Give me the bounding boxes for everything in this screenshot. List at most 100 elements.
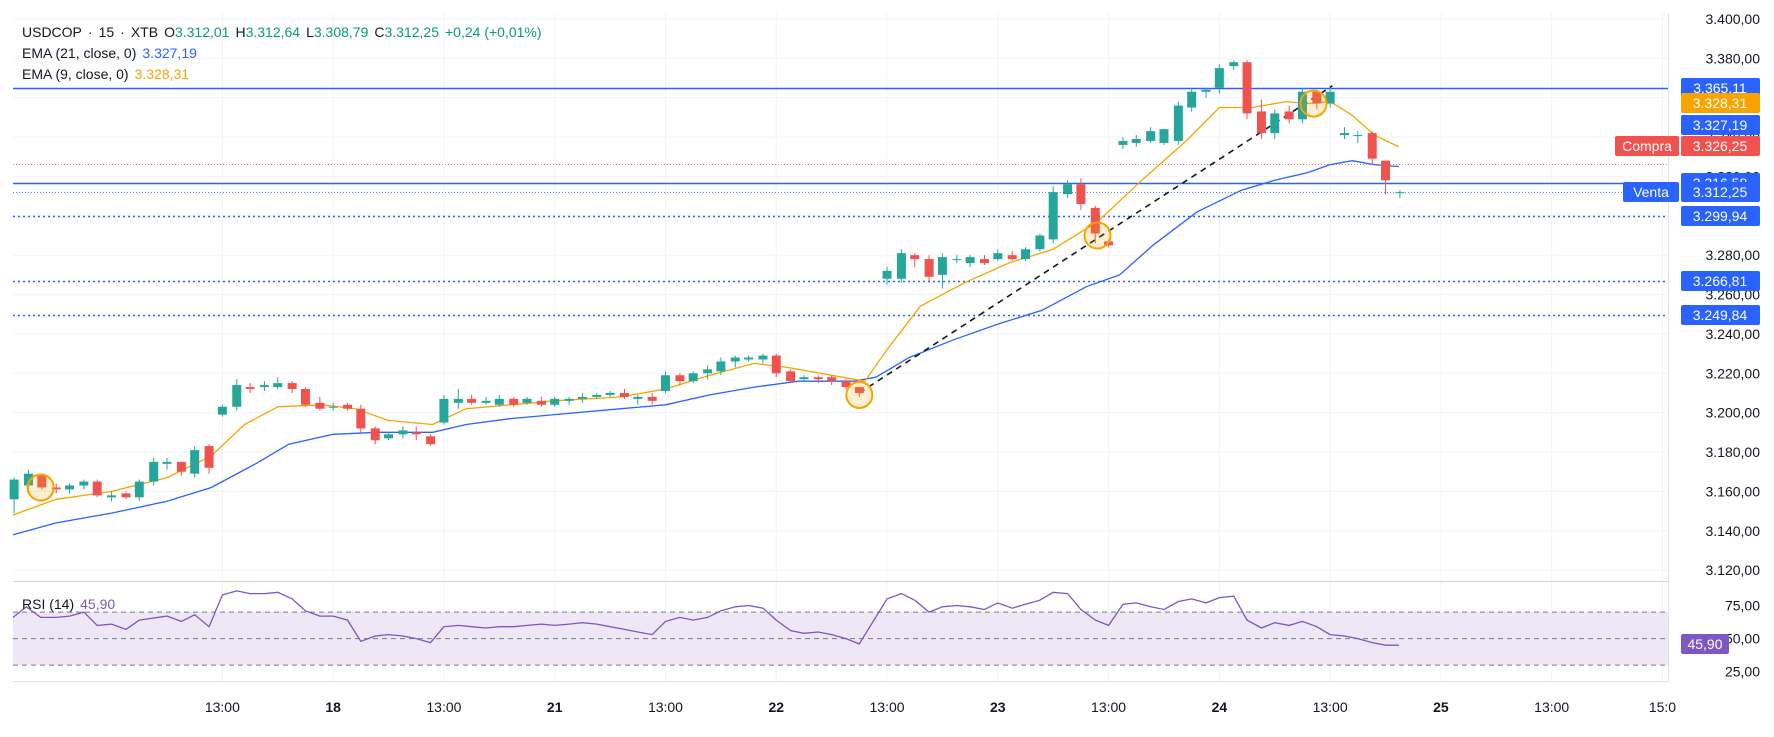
ema21-price-tag-box bbox=[1681, 115, 1760, 135]
candle-down bbox=[92, 479, 102, 498]
candle-up bbox=[1131, 135, 1141, 147]
candle-body bbox=[1131, 139, 1141, 143]
candle-body bbox=[343, 404, 353, 409]
candle-up bbox=[1297, 87, 1307, 124]
candle-body bbox=[1242, 62, 1252, 114]
rsi-value: 45,90 bbox=[80, 596, 116, 612]
candle-body bbox=[1063, 184, 1073, 195]
candle-down bbox=[315, 396, 325, 411]
ema21-line bbox=[12, 160, 1399, 536]
caption-box bbox=[1623, 182, 1679, 202]
candle-down bbox=[121, 491, 131, 500]
candle-down bbox=[536, 396, 546, 407]
candle-up bbox=[494, 394, 504, 407]
candle-down bbox=[1007, 251, 1017, 262]
candle-up bbox=[149, 457, 159, 486]
legend-high-value: 3.312,64 bbox=[245, 24, 301, 40]
rsi-tick-label: 25,00 bbox=[1725, 664, 1760, 680]
candle-body bbox=[356, 408, 366, 429]
candle-body bbox=[273, 383, 283, 388]
legend-interval[interactable]: 15 bbox=[98, 24, 115, 40]
candle-up bbox=[107, 491, 117, 502]
candle-body bbox=[924, 259, 934, 277]
candle-body bbox=[1256, 111, 1266, 134]
candle-body bbox=[494, 398, 504, 405]
price-tick-label: 3.120,00 bbox=[1706, 562, 1761, 578]
candle-body bbox=[633, 396, 643, 399]
candle-body bbox=[647, 396, 657, 401]
candle-body bbox=[328, 406, 338, 408]
candle-body bbox=[149, 461, 159, 482]
rsi-value-tag-box bbox=[1681, 634, 1729, 655]
candle-up bbox=[1353, 131, 1363, 143]
legend-ema9[interactable]: EMA (9, close, 0) 3.328,31 bbox=[22, 66, 195, 82]
level-price-tag-text: 3.266,81 bbox=[1693, 273, 1748, 289]
rsi-pane bbox=[12, 590, 1668, 666]
time-tick-label: 18 bbox=[325, 699, 341, 715]
candle-up bbox=[217, 404, 227, 417]
buy-caption: Compra bbox=[1615, 136, 1679, 156]
candle-body bbox=[232, 385, 242, 407]
candle-down bbox=[1256, 99, 1266, 139]
price-tick-label: 3.280,00 bbox=[1706, 247, 1761, 263]
candle-body bbox=[1173, 105, 1183, 141]
candle-body bbox=[1325, 91, 1335, 104]
candle-body bbox=[882, 270, 892, 279]
legend-rsi[interactable]: RSI (14) 45,90 bbox=[22, 596, 121, 612]
candle-up bbox=[398, 426, 408, 439]
candle-body bbox=[259, 385, 269, 388]
candle-up bbox=[758, 353, 768, 364]
candle-body bbox=[660, 375, 670, 391]
price-tick-label: 3.200,00 bbox=[1706, 405, 1761, 421]
candle-up bbox=[1187, 87, 1197, 112]
candle-body bbox=[426, 436, 436, 445]
candles bbox=[9, 60, 1405, 514]
time-tick-label: 13:00 bbox=[870, 699, 905, 715]
ema21-price-tag-text: 3.327,19 bbox=[1693, 117, 1748, 133]
candle-body bbox=[1340, 133, 1350, 136]
time-tick-label: 13:00 bbox=[1313, 699, 1348, 715]
ema-lines bbox=[12, 100, 1400, 536]
buy-price-tag-text: 3.326,25 bbox=[1693, 138, 1748, 154]
candle-body bbox=[1312, 91, 1322, 104]
candle-body bbox=[467, 398, 477, 403]
candle-down bbox=[245, 383, 255, 393]
sell-price-tag-box bbox=[1681, 182, 1760, 202]
candle-up bbox=[592, 392, 602, 399]
candle-body bbox=[453, 398, 463, 403]
candle-down bbox=[771, 353, 781, 378]
candle-body bbox=[980, 259, 990, 264]
candle-up bbox=[1395, 190, 1405, 199]
ema9-line bbox=[12, 100, 1400, 516]
circle-markers[interactable] bbox=[26, 89, 1328, 502]
candle-up bbox=[744, 355, 754, 362]
candle-up bbox=[384, 432, 394, 441]
candle-body bbox=[605, 392, 615, 395]
candle-body bbox=[287, 383, 297, 390]
time-tick-label: 13:00 bbox=[648, 699, 683, 715]
plot-background bbox=[13, 13, 1668, 681]
candle-body bbox=[1367, 133, 1377, 159]
candle-up bbox=[688, 371, 698, 384]
candle-body bbox=[896, 253, 906, 279]
candle-down bbox=[1242, 60, 1252, 120]
legend-symbol[interactable]: USDCOP bbox=[22, 24, 82, 40]
trendline-dashed bbox=[858, 85, 1333, 394]
circle-marker bbox=[1083, 221, 1112, 250]
horizontal-levels[interactable] bbox=[13, 87, 1668, 317]
legend-ema21[interactable]: EMA (21, close, 0) 3.327,19 bbox=[22, 45, 203, 61]
trendline[interactable] bbox=[858, 85, 1333, 394]
candle-body bbox=[370, 428, 380, 441]
legend-close-value: 3.312,25 bbox=[384, 24, 440, 40]
caption-box bbox=[1615, 136, 1679, 156]
candle-up bbox=[965, 255, 975, 267]
legend-high-label: H bbox=[235, 24, 246, 40]
candle-body bbox=[384, 434, 394, 439]
candle-body bbox=[79, 481, 89, 486]
legend-open-value: 3.312,01 bbox=[174, 24, 230, 40]
candle-down bbox=[51, 483, 61, 494]
price-tick-label: 3.240,00 bbox=[1706, 326, 1761, 342]
legend-separator: · bbox=[120, 24, 125, 40]
ema9-label: EMA (9, close, 0) bbox=[22, 66, 129, 82]
